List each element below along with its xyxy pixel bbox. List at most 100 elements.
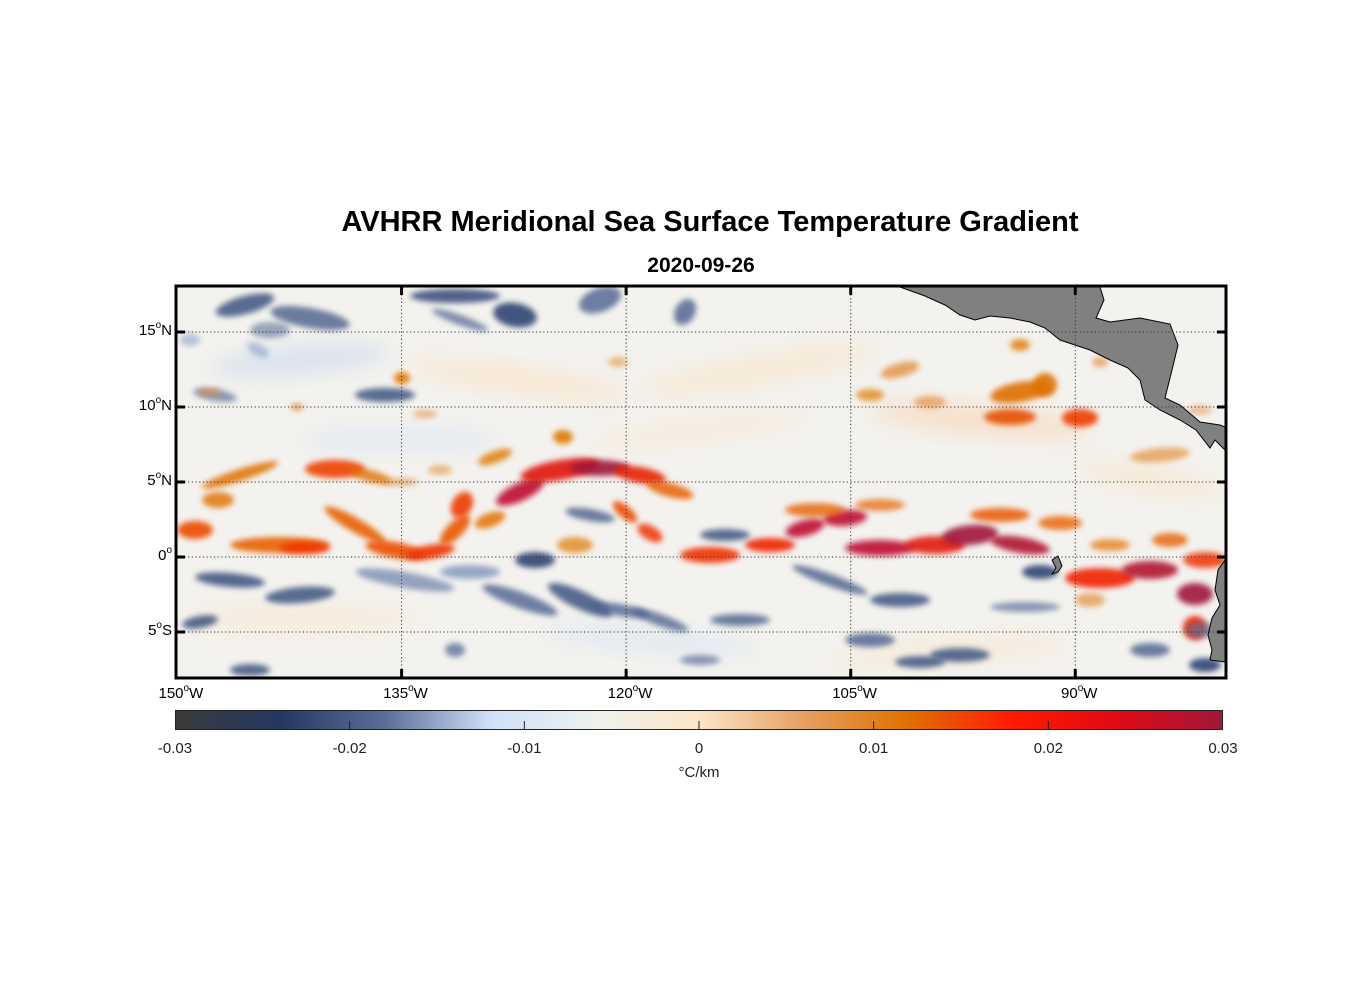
axis-ticks <box>176 286 1226 678</box>
field-patch <box>646 480 694 500</box>
colorbar-tick-label: -0.01 <box>507 740 542 757</box>
field-patch <box>990 602 1060 612</box>
field-patch <box>970 508 1030 522</box>
x-tick-label: 90oW <box>1061 683 1098 703</box>
colorbar-tick-label: 0.02 <box>1033 740 1063 757</box>
field-patch <box>710 614 770 626</box>
colorbar <box>175 710 1223 730</box>
field-patch <box>247 342 269 358</box>
field-patch <box>1189 658 1221 672</box>
field-patch <box>614 465 666 485</box>
central-america-land <box>899 287 1225 451</box>
x-tick-label: 150oW <box>158 683 204 703</box>
field-patch <box>493 302 537 328</box>
field-patch <box>1033 373 1057 397</box>
field-patch <box>680 547 740 563</box>
field-patch <box>553 430 573 444</box>
field-patch <box>445 643 465 657</box>
field-patch <box>177 521 213 539</box>
field-patch <box>984 409 1036 425</box>
field-patch <box>870 403 1090 437</box>
chart-subtitle: 2020-09-26 <box>647 254 755 277</box>
field-patch <box>355 388 415 402</box>
x-tick-label: 120oW <box>607 683 653 703</box>
colorbar-tick-label: 0.01 <box>859 740 889 757</box>
field-patch <box>855 499 905 511</box>
chart-title: AVHRR Meridional Sea Surface Temperature… <box>341 206 1079 238</box>
field-patch <box>413 410 437 418</box>
field-patch <box>700 529 750 541</box>
field-patch <box>990 535 1050 555</box>
field-patch <box>1075 593 1105 607</box>
graticule <box>177 287 1225 677</box>
field-patch <box>591 411 809 449</box>
y-tick-label: 5oN <box>147 470 172 490</box>
field-patch <box>612 501 638 523</box>
field-patch <box>300 428 500 452</box>
field-patch <box>1177 583 1213 605</box>
field-patch <box>431 308 489 332</box>
field-patch <box>930 648 990 662</box>
field-patch <box>942 524 998 546</box>
field-patch <box>440 565 500 579</box>
field-patch <box>1090 539 1130 551</box>
field-patch <box>914 396 946 408</box>
field-patch <box>355 568 455 592</box>
field-patch <box>450 491 474 519</box>
y-tick-label: 5oS <box>148 620 172 640</box>
field-patch <box>1130 447 1190 463</box>
y-tick-label: 10oN <box>138 395 172 415</box>
field-patch <box>608 357 628 367</box>
field-patch <box>474 511 506 529</box>
field-patch <box>265 586 335 604</box>
colorbar-tick-label: 0.03 <box>1208 740 1238 757</box>
field-patch <box>880 361 920 379</box>
field-patch <box>291 403 303 411</box>
field-patch <box>180 334 200 346</box>
field-patch <box>515 552 555 568</box>
field-patch <box>348 467 392 485</box>
field-patch <box>856 389 884 401</box>
land-mass <box>899 287 1225 663</box>
field-patch <box>792 565 868 595</box>
field-patch <box>1022 565 1058 579</box>
field-patch <box>637 523 663 543</box>
field-patch <box>785 518 825 538</box>
field-patch <box>895 656 945 668</box>
y-tick-label: 0o <box>158 545 172 565</box>
field-patch <box>1038 516 1082 530</box>
field-patch <box>496 478 544 506</box>
colorbar-tick-label: -0.03 <box>157 740 193 757</box>
galapagos-islands <box>1050 555 1063 575</box>
field-patch <box>1183 552 1225 568</box>
field-patch <box>411 360 629 400</box>
field-patch <box>215 293 275 317</box>
field-patch <box>565 507 615 523</box>
field-patch <box>641 345 879 395</box>
field-patch <box>1122 561 1178 579</box>
field-patch <box>870 593 930 607</box>
field-patch <box>180 608 420 632</box>
colorbar-tick-label: 0 <box>694 740 704 757</box>
field-patch <box>1081 463 1219 497</box>
field-patch <box>477 448 513 466</box>
field-patch <box>195 572 265 588</box>
field-patch <box>270 305 350 331</box>
field-patch <box>405 543 455 561</box>
gradient-field <box>177 287 1225 676</box>
field-patch <box>439 514 471 546</box>
field-patch <box>230 664 270 676</box>
field-patch <box>1010 339 1030 351</box>
field-patch <box>557 537 593 553</box>
field-patch <box>428 465 452 475</box>
field-patch <box>305 460 365 478</box>
field-patch <box>1065 568 1135 588</box>
field-patch <box>202 492 234 508</box>
field-patch <box>785 503 845 517</box>
colorbar-tick-label: -0.02 <box>332 740 367 757</box>
field-patch <box>1152 533 1188 547</box>
field-patch <box>1130 643 1170 657</box>
field-patch <box>394 372 410 384</box>
field-patch <box>280 542 330 554</box>
